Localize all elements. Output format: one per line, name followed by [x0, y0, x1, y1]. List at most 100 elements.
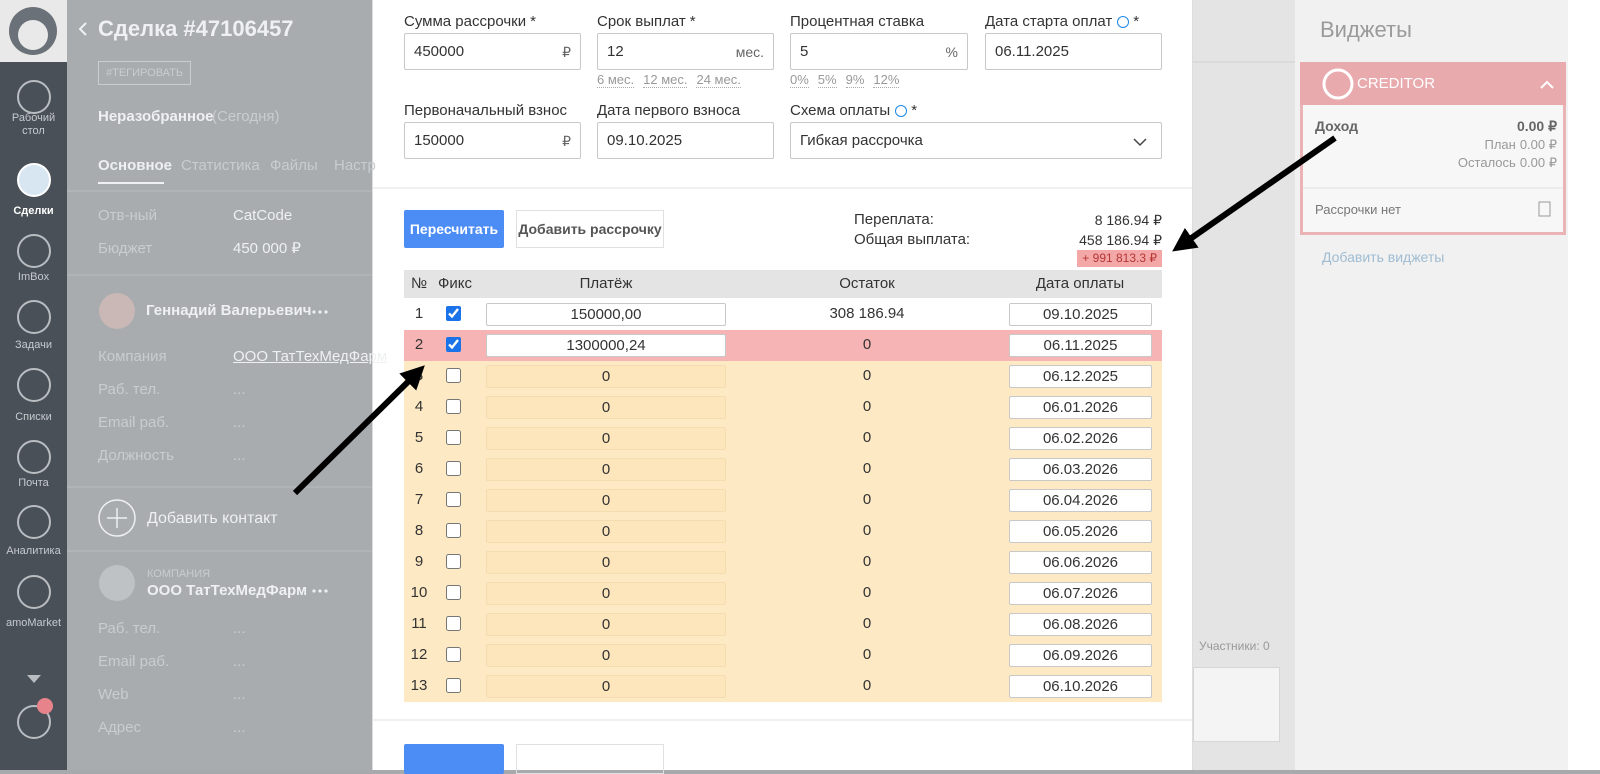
tab[interactable]: Основное — [98, 157, 173, 174]
date-input[interactable]: 06.11.2025 — [1009, 334, 1152, 357]
summary-value: 8 186.94 ₽ — [1094, 212, 1162, 228]
summary-label: Общая выплата: — [854, 231, 971, 248]
tab[interactable]: Статистика — [181, 157, 260, 174]
fixed-checkbox[interactable] — [446, 554, 461, 569]
company-caption: КОМПАНИЯ — [147, 568, 211, 580]
date-input[interactable]: 06.03.2026 — [1009, 458, 1152, 481]
fixed-checkbox[interactable] — [446, 585, 461, 600]
input[interactable]: 450000 ₽ — [404, 33, 581, 70]
input[interactable]: 09.10.2025 — [597, 122, 774, 159]
stat-value: 0.00 ₽ — [1519, 155, 1557, 170]
fixed-checkbox[interactable] — [446, 368, 461, 383]
field-label: Дата старта оплат * — [985, 12, 1139, 32]
info-icon[interactable] — [1117, 16, 1130, 28]
presets: 6 мес. 12 мес. 24 мес. — [597, 70, 750, 90]
nav-item[interactable]: Почта — [18, 477, 49, 489]
row-number: 12 — [410, 646, 428, 663]
fixed-checkbox[interactable] — [446, 523, 461, 538]
nav-item[interactable]: amoMarket — [5, 617, 62, 629]
notification-count[interactable]: 3 — [42, 700, 48, 711]
date-input[interactable]: 06.02.2026 — [1009, 427, 1152, 450]
select[interactable]: Гибкая рассрочка — [790, 122, 1162, 159]
fixed-checkbox[interactable] — [446, 616, 461, 631]
field-label: Схема оплаты * — [790, 101, 917, 121]
date-input[interactable]: 06.12.2025 — [1009, 365, 1152, 388]
add-contact[interactable]: Добавить контакт — [147, 510, 278, 527]
stat-label: Осталось — [1457, 155, 1516, 170]
contact-name: Геннадий Валерьевич — [146, 302, 312, 319]
field-value: ... — [233, 447, 246, 464]
field-label: Первоначальный взнос — [404, 101, 567, 121]
preset[interactable]: 6 мес. — [597, 72, 635, 88]
input[interactable]: 5% — [790, 33, 968, 70]
widget-body — [1300, 105, 1566, 235]
date-input[interactable]: 06.07.2026 — [1009, 582, 1152, 605]
fixed-checkbox[interactable] — [446, 678, 461, 693]
field-label: Раб. тел. — [98, 620, 161, 637]
label-text: Процентная ставка — [790, 13, 925, 30]
nav-item[interactable]: Аналитика — [6, 545, 61, 557]
payment-input: 0 — [486, 520, 726, 543]
add-installment-button[interactable]: Добавить рассрочку — [516, 210, 664, 248]
field-label: Процентная ставка — [790, 12, 924, 32]
tab[interactable]: Настр — [334, 157, 376, 174]
input[interactable]: 150000 ₽ — [404, 122, 581, 159]
tag-button[interactable]: #ТЕГИРОВАТЬ — [98, 61, 192, 85]
presets: 0% 5% 9% 12% — [790, 70, 908, 90]
date-input[interactable]: 06.08.2026 — [1009, 613, 1152, 636]
fixed-checkbox[interactable] — [446, 492, 461, 507]
save-button[interactable] — [404, 744, 504, 774]
date-input[interactable]: 06.06.2026 — [1009, 551, 1152, 574]
fixed-checkbox[interactable] — [446, 430, 461, 445]
background-area — [1193, 0, 1295, 770]
field-label: Email раб. — [98, 414, 170, 431]
payment-input[interactable]: 150000,00 — [486, 303, 726, 326]
column-header: Дата оплаты — [1035, 275, 1125, 292]
table-header — [404, 270, 1162, 298]
recalculate-button[interactable]: Пересчитать — [404, 210, 504, 248]
chevron — [1133, 138, 1147, 147]
input-value: 450000 — [414, 43, 465, 60]
field-label: Адрес — [98, 719, 141, 736]
payment-input[interactable]: 1300000,24 — [486, 334, 726, 357]
nav-item[interactable]: ImBox — [17, 271, 50, 283]
field-value: ... — [233, 653, 246, 670]
input[interactable]: 06.11.2025 — [985, 33, 1162, 70]
widgets-title: Виджеты — [1320, 17, 1412, 42]
field-label: Отв-ный — [98, 207, 157, 224]
nav-item[interactable]: Сделки — [13, 205, 54, 217]
nav-item[interactable]: Задачи — [15, 339, 52, 351]
summary-label: Переплата: — [854, 211, 934, 228]
date-input[interactable]: 06.10.2026 — [1009, 675, 1152, 698]
preset[interactable]: 9% — [845, 72, 865, 88]
preset[interactable]: 5% — [817, 72, 837, 88]
date-input[interactable]: 06.01.2026 — [1009, 396, 1152, 419]
input-suffix: ₽ — [562, 133, 571, 149]
label-text: Первоначальный взнос — [404, 102, 568, 119]
column-header: Платёж — [579, 275, 633, 292]
add-widgets[interactable]: Добавить виджеты — [1322, 249, 1445, 265]
date-input[interactable]: 06.04.2026 — [1009, 489, 1152, 512]
input[interactable]: 12 мес. — [597, 33, 774, 70]
preset[interactable]: 12% — [873, 72, 900, 88]
field-value: ... — [233, 686, 246, 703]
fixed-checkbox[interactable] — [446, 399, 461, 414]
fixed-checkbox[interactable] — [446, 461, 461, 476]
date-input[interactable]: 09.10.2025 — [1009, 303, 1152, 326]
date-input[interactable]: 06.05.2026 — [1009, 520, 1152, 543]
preset[interactable]: 24 мес. — [696, 72, 741, 88]
fixed-checkbox[interactable] — [446, 306, 461, 321]
remaining: 0 — [862, 615, 872, 632]
info-icon[interactable] — [895, 105, 908, 117]
nav-item[interactable]: Рабочий стол — [11, 112, 56, 137]
preset[interactable]: 0% — [790, 72, 809, 88]
tab[interactable]: Файлы — [270, 157, 318, 174]
input-value: 5 — [800, 43, 809, 60]
preset[interactable]: 12 мес. — [643, 72, 688, 88]
date-input[interactable]: 06.09.2026 — [1009, 644, 1152, 667]
input-suffix: % — [945, 44, 958, 60]
fixed-checkbox[interactable] — [446, 337, 461, 352]
fixed-checkbox[interactable] — [446, 647, 461, 662]
nav-item[interactable]: Списки — [15, 411, 52, 423]
